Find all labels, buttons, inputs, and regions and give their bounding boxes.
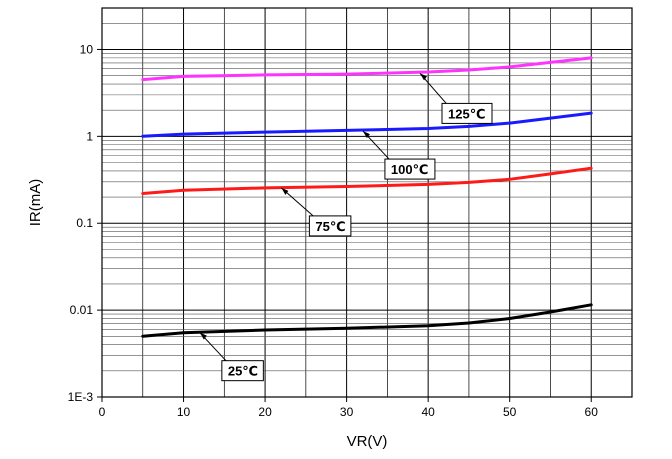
- callout-leader: [281, 187, 316, 219]
- callout-arrowhead: [199, 332, 207, 340]
- callout-box: [221, 360, 264, 382]
- series-label: 25℃: [228, 364, 258, 379]
- series-line: [141, 166, 593, 195]
- y-tick-label: 10: [80, 42, 94, 56]
- x-tick-label: 40: [421, 405, 435, 419]
- x-tick-label: 30: [340, 405, 354, 419]
- plot-frame: [101, 7, 633, 398]
- callout-box: [441, 102, 493, 124]
- x-tick-label: 0: [99, 405, 106, 419]
- series-line: [141, 111, 593, 138]
- series-label: 125℃: [448, 106, 485, 121]
- y-tick-label: 1: [86, 129, 93, 143]
- callout-arrowhead: [420, 73, 427, 81]
- series-line: [141, 56, 593, 82]
- grid: [102, 8, 633, 397]
- x-tick-label: 50: [503, 405, 517, 419]
- series-layer: [141, 56, 593, 338]
- series-label: 75℃: [315, 219, 345, 234]
- y-tick-label: 1E-3: [68, 390, 94, 404]
- series-label: 100℃: [391, 162, 428, 177]
- y-tick-label: 0.1: [76, 216, 93, 230]
- x-tick-label: 10: [177, 405, 191, 419]
- callout-layer: 125℃ 100℃ 75℃ 25℃: [199, 73, 493, 382]
- y-axis-label: IR(mA): [27, 179, 44, 227]
- tick-layer: 0 10 20 30 40 50 60 1E-3 0.01 0.1 1 10: [68, 42, 599, 419]
- y-tick-label: 0.01: [70, 303, 94, 317]
- callout-box: [384, 158, 436, 180]
- callout-arrowhead: [281, 187, 289, 195]
- series-line: [141, 303, 593, 338]
- callout-arrowhead: [362, 131, 370, 139]
- x-axis-label: VR(V): [347, 433, 388, 450]
- x-tick-label: 60: [585, 405, 599, 419]
- x-tick-label: 20: [258, 405, 272, 419]
- callout-box: [308, 215, 352, 237]
